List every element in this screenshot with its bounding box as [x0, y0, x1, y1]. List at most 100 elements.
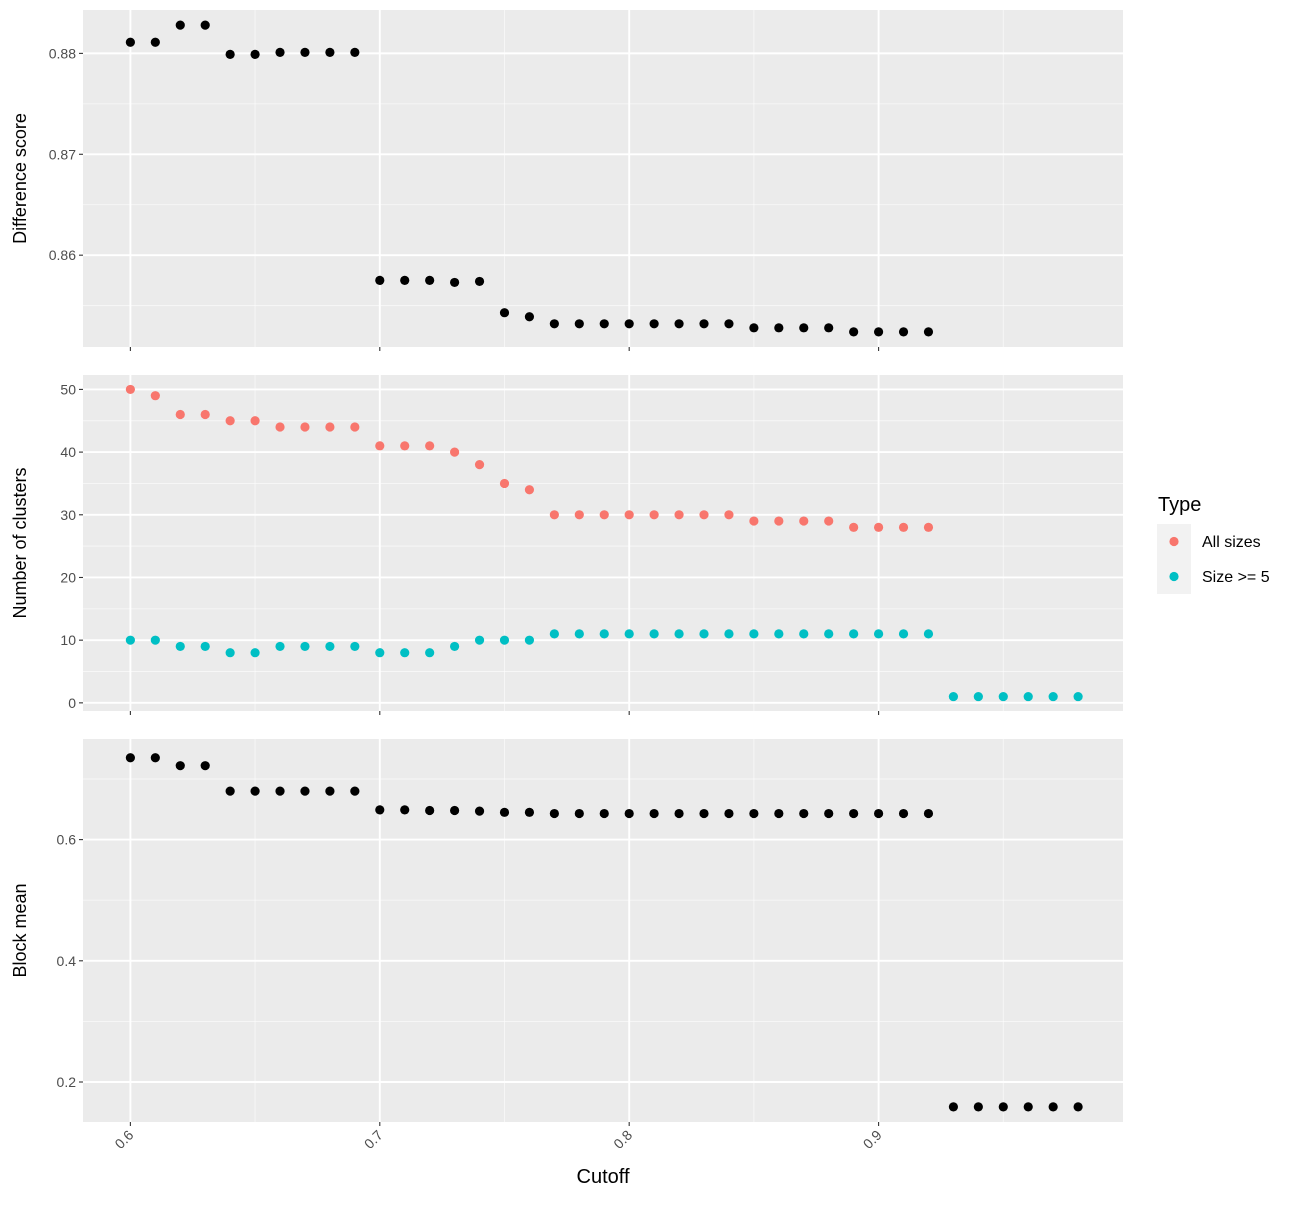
data-point — [425, 805, 435, 816]
data-point — [849, 629, 859, 639]
panel-background — [83, 10, 1123, 347]
data-point — [250, 786, 260, 796]
data-point — [275, 47, 285, 57]
data-point — [998, 1102, 1008, 1112]
data-point — [200, 641, 210, 652]
data-point — [898, 808, 909, 819]
data-point — [400, 805, 410, 815]
data-point — [824, 516, 834, 526]
data-point — [325, 422, 335, 432]
data-point — [549, 510, 559, 520]
y-tick-label: 50 — [60, 381, 76, 397]
data-point — [474, 276, 485, 287]
data-point — [125, 37, 135, 47]
data-point — [624, 319, 634, 329]
data-point — [425, 441, 435, 451]
data-point — [225, 49, 235, 59]
data-point — [923, 629, 934, 639]
data-point — [524, 807, 535, 817]
data-point — [774, 516, 784, 526]
data-point — [400, 441, 410, 451]
data-point — [325, 641, 335, 652]
y-tick-label: 0.2 — [57, 1074, 77, 1090]
data-point — [499, 308, 510, 318]
data-point — [1048, 1102, 1058, 1112]
data-point — [549, 629, 559, 639]
data-point — [973, 1102, 983, 1112]
data-point — [450, 447, 460, 457]
y-tick-label: 0.87 — [49, 146, 76, 162]
data-point — [898, 522, 909, 532]
data-point — [624, 808, 634, 819]
x-tick-label: 0.8 — [610, 1127, 635, 1152]
x-tick-label: 0.9 — [860, 1127, 885, 1152]
data-point — [275, 786, 285, 796]
data-point — [225, 648, 235, 658]
data-point — [973, 691, 983, 702]
data-point — [873, 522, 884, 532]
data-point — [300, 47, 310, 57]
data-point — [699, 808, 709, 819]
data-point — [574, 629, 584, 639]
data-point — [624, 510, 634, 520]
data-point — [450, 805, 460, 816]
data-point — [674, 510, 684, 520]
data-point — [749, 516, 759, 526]
data-point — [175, 409, 185, 420]
data-point — [350, 422, 360, 432]
data-point — [175, 761, 185, 771]
y-tick-label: 40 — [60, 444, 76, 460]
y-tick-label: 0.6 — [57, 832, 77, 848]
data-point — [774, 629, 784, 639]
data-point — [125, 384, 135, 395]
data-point — [300, 641, 310, 652]
y-tick-label: 0.4 — [57, 953, 77, 969]
data-point — [1073, 691, 1083, 702]
data-point — [873, 327, 884, 337]
data-point — [375, 805, 385, 815]
data-point — [275, 641, 285, 652]
data-point — [998, 691, 1008, 702]
data-point — [724, 629, 734, 639]
data-point — [649, 808, 659, 819]
data-point — [948, 1102, 959, 1112]
data-point — [125, 753, 135, 763]
data-point — [599, 629, 609, 639]
data-point — [898, 629, 909, 639]
data-point — [599, 510, 609, 520]
data-point — [699, 629, 709, 639]
data-point — [375, 441, 385, 451]
data-point — [375, 275, 385, 286]
data-point — [849, 808, 859, 819]
data-point — [699, 319, 709, 329]
data-point — [649, 319, 659, 329]
data-point — [450, 641, 460, 652]
data-point — [599, 319, 609, 329]
legend-label: All sizes — [1202, 534, 1261, 551]
y-axis-title: Block mean — [10, 883, 30, 977]
legend-key-point — [1169, 536, 1179, 547]
data-point — [250, 49, 260, 59]
data-point — [799, 516, 809, 526]
data-point — [824, 629, 834, 639]
data-point — [873, 629, 884, 639]
data-point — [1023, 1102, 1033, 1112]
data-point — [824, 323, 834, 333]
data-point — [599, 808, 609, 819]
data-point — [574, 510, 584, 520]
data-point — [375, 648, 385, 658]
data-point — [275, 422, 285, 432]
data-point — [325, 786, 335, 796]
data-point — [474, 460, 485, 470]
y-axis-title: Difference score — [10, 113, 30, 244]
data-point — [125, 635, 135, 645]
data-point — [749, 629, 759, 639]
data-point — [499, 635, 510, 645]
data-point — [300, 786, 310, 796]
data-point — [774, 323, 784, 333]
y-tick-label: 30 — [60, 507, 76, 523]
data-point — [499, 807, 510, 817]
data-point — [350, 641, 360, 652]
data-point — [674, 808, 684, 819]
